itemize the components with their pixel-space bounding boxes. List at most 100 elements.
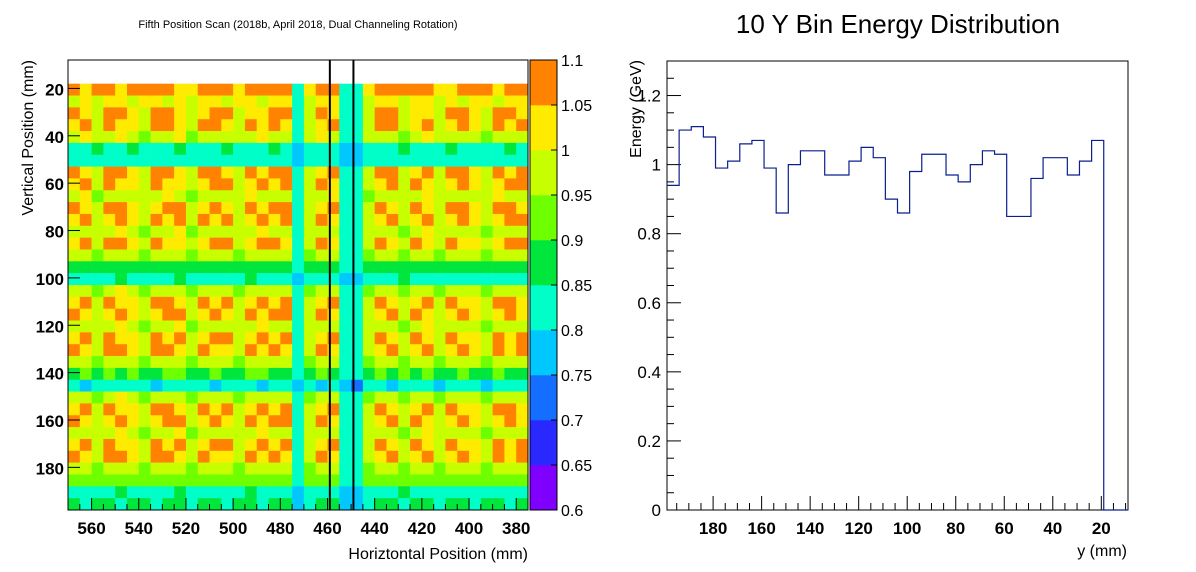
heatmap-cell — [492, 332, 505, 345]
heatmap-cell — [421, 367, 434, 381]
heatmap-cell — [138, 391, 151, 404]
heatmap-cell — [197, 249, 210, 262]
heatmap-cell — [480, 83, 493, 96]
heatmap-cell — [244, 273, 258, 286]
heatmap-cell — [492, 474, 505, 487]
heatmap-cell — [504, 119, 517, 132]
heatmap-cell — [209, 498, 222, 511]
heatmap-cell — [374, 498, 387, 511]
heatmap-cell — [138, 83, 151, 96]
heatmap-cell — [457, 190, 470, 203]
heatmap-cell — [174, 450, 187, 463]
heatmap-cell — [162, 237, 175, 250]
heatmap-cell — [445, 95, 458, 108]
heatmap-cell — [115, 213, 128, 227]
heatmap-cell — [185, 474, 199, 487]
heatmap-cell — [410, 296, 423, 309]
heatmap-cell — [126, 320, 140, 333]
heatmap-cell — [79, 320, 92, 333]
heatmap-cell — [398, 225, 411, 238]
heatmap-cell — [433, 142, 446, 156]
heatmap-cell — [398, 237, 411, 250]
heatmap-cell — [362, 273, 375, 286]
heatmap-cell — [68, 225, 81, 238]
heatmap-cell — [162, 202, 175, 215]
heatmap-cell — [209, 427, 222, 440]
heatmap-x-tick-label: 460 — [313, 519, 341, 538]
heatmap-cell — [410, 391, 423, 404]
heatmap-cell — [398, 296, 411, 309]
heatmap-cell — [126, 367, 140, 381]
heatmap-cell — [162, 213, 175, 227]
heatmap-cell — [268, 261, 281, 274]
heatmap-cell — [410, 285, 423, 298]
heatmap-cell — [185, 83, 199, 96]
heatmap-cell — [221, 356, 234, 369]
heatmap-cell — [374, 474, 387, 487]
heatmap-cell — [268, 225, 281, 238]
heatmap-cell — [504, 391, 517, 404]
heatmap-cell — [150, 403, 163, 416]
heatmap-cell — [115, 332, 128, 345]
heatmap-cell — [197, 415, 210, 428]
heatmap-cell — [150, 438, 163, 452]
heatmap-cell — [398, 83, 411, 96]
heatmap-cell — [185, 190, 199, 203]
heatmap-cell — [91, 415, 104, 428]
heatmap-cell — [315, 320, 328, 333]
heatmap-cell — [469, 237, 482, 250]
heatmap-cell — [386, 154, 399, 167]
heatmap-cell — [480, 379, 493, 392]
heatmap-cell — [115, 273, 128, 286]
heatmap-cell — [362, 391, 375, 404]
heatmap-cell — [79, 367, 92, 381]
heatmap-cell — [398, 261, 411, 274]
heatmap-cell — [339, 427, 352, 440]
heatmap-cell — [386, 190, 399, 203]
heatmap-cell — [209, 296, 222, 309]
heatmap-cell — [303, 391, 316, 404]
heatmap-cell — [68, 273, 81, 286]
heatmap-cell — [292, 154, 305, 167]
heatmap-cell — [268, 119, 281, 132]
heatmap-cell — [162, 367, 175, 381]
heatmap-cell — [433, 450, 446, 463]
heatmap-cell — [469, 178, 482, 191]
heatmap-cell — [374, 450, 387, 463]
heatmap-cell — [410, 237, 423, 250]
heatmap-cell — [315, 498, 328, 511]
heatmap-cell — [374, 95, 387, 108]
heatmap-cell — [221, 332, 234, 345]
heatmap-cell — [233, 142, 246, 156]
heatmap-cell — [268, 142, 281, 156]
heatmap-y-tick-label: 100 — [36, 270, 64, 289]
heatmap-cell — [244, 154, 258, 167]
heatmap-cell — [209, 320, 222, 333]
heatmap-cell — [480, 249, 493, 262]
heatmap-cell — [244, 285, 258, 298]
heatmap-cell — [162, 273, 175, 286]
heatmap-cell — [469, 450, 482, 463]
heatmap-cell — [115, 83, 128, 96]
heatmap-cell — [197, 154, 210, 167]
heatmap-cell — [386, 308, 399, 321]
heatmap-cell — [339, 225, 352, 238]
heatmap-cell — [91, 249, 104, 262]
heatmap-cell — [421, 379, 434, 392]
heatmap-cell — [91, 450, 104, 463]
heatmap-cell — [457, 273, 470, 286]
heatmap-cell — [292, 142, 305, 156]
heatmap-cell — [150, 308, 163, 321]
heatmap-cell — [339, 403, 352, 416]
colorbar-segment — [530, 172, 557, 196]
colorbar-tick-label: 0.85 — [561, 278, 592, 295]
heatmap-cell — [303, 296, 316, 309]
heatmap-cell — [126, 213, 140, 227]
heatmap-cell — [374, 427, 387, 440]
heatmap-cell — [457, 474, 470, 487]
heatmap-cell — [398, 119, 411, 132]
heatmap-cell — [374, 154, 387, 167]
heatmap-cell — [91, 462, 104, 475]
heatmap-cell — [280, 166, 293, 179]
heatmap-cell — [138, 119, 151, 132]
